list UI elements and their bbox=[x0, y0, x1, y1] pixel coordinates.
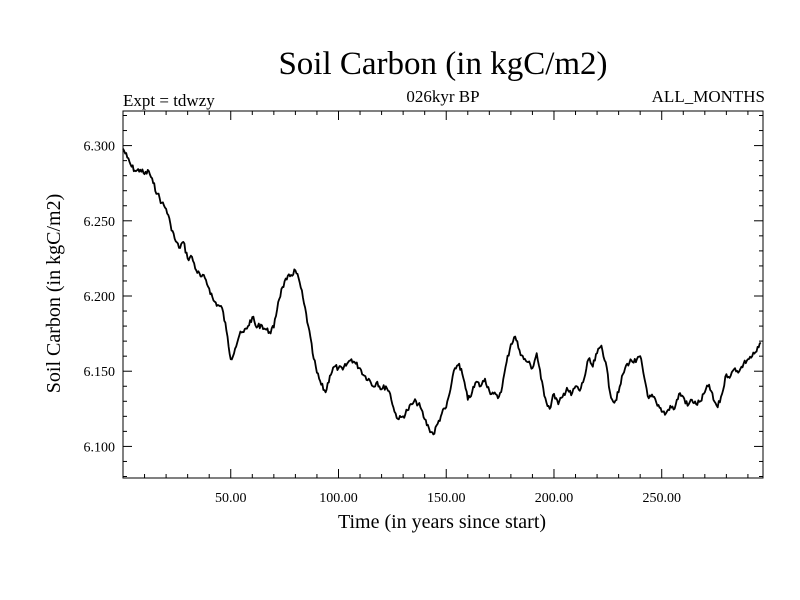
y-tick-label: 6.150 bbox=[84, 365, 116, 380]
y-tick-label: 6.200 bbox=[84, 290, 116, 305]
x-tick-label: 50.00 bbox=[215, 491, 247, 506]
chart-subtitle: 026kyr BP bbox=[406, 87, 480, 106]
x-tick-label: 150.00 bbox=[427, 491, 466, 506]
series-line bbox=[122, 148, 762, 436]
experiment-label: Expt = tdwzy bbox=[123, 91, 215, 110]
plot-frame bbox=[122, 110, 764, 479]
y-axis-title: Soil Carbon (in kgC/m2) bbox=[43, 194, 65, 393]
x-tick-label: 200.00 bbox=[535, 491, 574, 506]
x-axis-title: Time (in years since start) bbox=[338, 511, 546, 533]
y-tick-label: 6.100 bbox=[84, 440, 116, 455]
x-tick-label: 250.00 bbox=[642, 491, 681, 506]
x-tick-label: 100.00 bbox=[319, 491, 358, 506]
y-tick-label: 6.250 bbox=[84, 215, 116, 230]
chart-title: Soil Carbon (in kgC/m2) bbox=[278, 46, 608, 82]
tick-labels: 50.00 100.00 150.00 200.00 250.00 6.100 6.150 6… bbox=[84, 140, 681, 506]
period-label: ALL_MONTHS bbox=[651, 87, 765, 106]
axis-ticks bbox=[123, 111, 763, 478]
y-tick-label: 6.300 bbox=[84, 140, 116, 155]
